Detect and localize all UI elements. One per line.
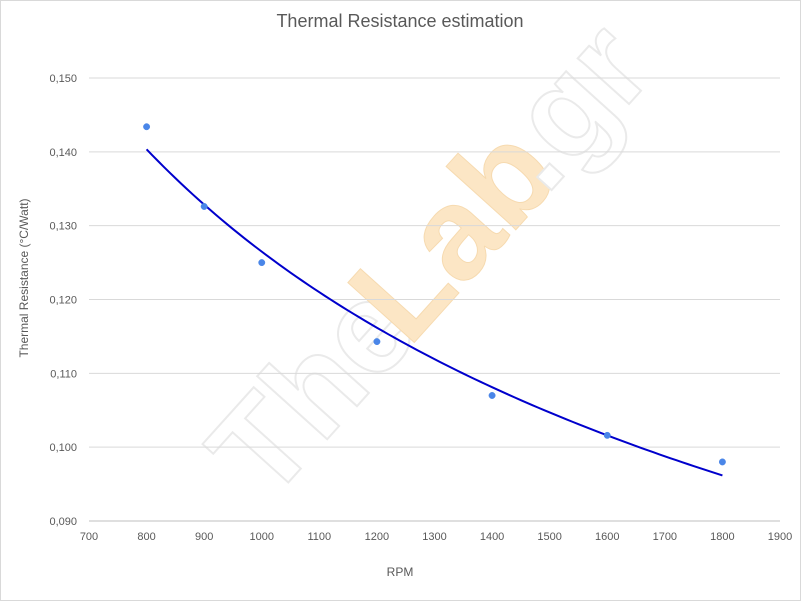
x-tick-label: 1700 [653,531,677,543]
x-tick-label: 900 [195,531,213,543]
y-tick-label: 0,150 [49,73,77,85]
x-axis-ticks: 700 800 900 1000 1100 1200 1300 1400 1500 1600 170… [80,531,792,543]
chart-title: Thermal Resistance estimation [276,11,523,31]
y-tick-label: 0,100 [49,442,77,454]
x-tick-label: 1800 [710,531,734,543]
data-point [200,203,208,210]
x-tick-label: 1000 [250,531,274,543]
x-axis-label: RPM [387,565,414,579]
watermark: The Lab .gr [179,0,678,525]
data-point [373,338,381,346]
x-tick-label: 700 [80,531,98,543]
data-point [143,123,151,131]
data-points [143,123,726,466]
x-tick-label: 800 [137,531,155,543]
gridlines [89,77,780,522]
x-tick-label: 1500 [537,531,561,543]
y-tick-label: 0,110 [50,368,77,380]
data-point [718,458,726,466]
y-axis-label: Thermal Resistance (°C/Watt) [17,198,31,357]
y-tick-label: 0,090 [49,516,77,528]
y-axis-ticks: 0,090 0,100 0,110 0,120 0,130 0,140 0,150 [49,73,77,528]
y-tick-label: 0,120 [49,295,77,307]
data-point [603,431,611,439]
trendline [145,148,723,477]
x-tick-label: 1100 [308,531,332,543]
data-point [258,259,266,267]
data-point [488,392,496,399]
x-tick-label: 1600 [595,531,619,543]
y-tick-label: 0,130 [49,221,77,233]
x-tick-label: 1200 [365,531,389,543]
x-tick-label: 1900 [768,531,792,543]
x-tick-label: 1400 [480,531,504,543]
x-tick-label: 1300 [422,531,446,543]
y-tick-label: 0,140 [49,147,77,159]
